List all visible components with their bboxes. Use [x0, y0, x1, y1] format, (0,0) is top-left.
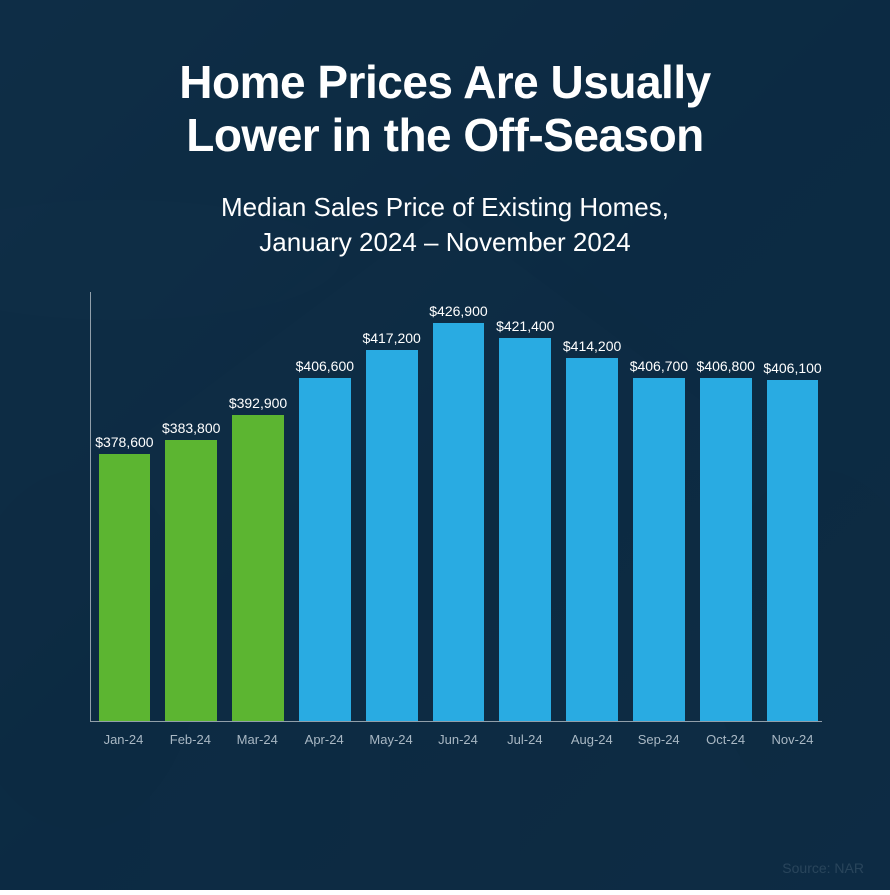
bar-value-label: $406,600	[296, 358, 354, 374]
main-title: Home Prices Are Usually Lower in the Off…	[40, 56, 850, 162]
bar-rect	[232, 415, 284, 721]
bar-slot: $406,700	[630, 292, 689, 721]
bar-value-label: $406,100	[763, 360, 821, 376]
bar-value-label: $417,200	[362, 330, 420, 346]
bar-slot: $383,800	[162, 292, 221, 721]
x-axis-label: Oct-24	[696, 732, 755, 747]
x-axis-label: Jul-24	[495, 732, 554, 747]
bars-row: $378,600 $383,800 $392,900 $406,600 $417,200…	[90, 292, 822, 722]
bar-value-label: $378,600	[95, 434, 153, 450]
x-axis-label: Sep-24	[629, 732, 688, 747]
bar-rect	[566, 358, 618, 721]
bar-rect	[433, 323, 485, 721]
bar-slot: $406,800	[696, 292, 755, 721]
bar-rect	[767, 380, 819, 721]
bar-slot: $392,900	[229, 292, 288, 721]
x-axis-label: Jun-24	[429, 732, 488, 747]
bar-slot: $406,600	[295, 292, 354, 721]
bar-slot: $421,400	[496, 292, 555, 721]
bar-value-label: $406,700	[630, 358, 688, 374]
x-axis-label: Feb-24	[161, 732, 220, 747]
x-axis-label: Nov-24	[763, 732, 822, 747]
subtitle: Median Sales Price of Existing Homes, Ja…	[40, 190, 850, 260]
bar-chart: $378,600 $383,800 $392,900 $406,600 $417,200…	[40, 292, 850, 870]
bar-slot: $426,900	[429, 292, 488, 721]
bar-slot: $406,100	[763, 292, 822, 721]
bar-value-label: $406,800	[697, 358, 755, 374]
bar-rect	[299, 378, 351, 721]
bar-slot: $417,200	[362, 292, 421, 721]
bar-value-label: $414,200	[563, 338, 621, 354]
bar-rect	[366, 350, 418, 721]
bar-rect	[499, 338, 551, 721]
bar-slot: $378,600	[95, 292, 154, 721]
title-line-2: Lower in the Off-Season	[186, 109, 704, 161]
title-line-1: Home Prices Are Usually	[179, 56, 710, 108]
x-axis-label: Aug-24	[562, 732, 621, 747]
bar-slot: $414,200	[563, 292, 622, 721]
bar-value-label: $421,400	[496, 318, 554, 334]
bar-rect	[700, 378, 752, 721]
bar-value-label: $383,800	[162, 420, 220, 436]
bar-value-label: $392,900	[229, 395, 287, 411]
x-axis-label: May-24	[362, 732, 421, 747]
subtitle-line-2: January 2024 – November 2024	[259, 227, 630, 257]
x-axis-label: Mar-24	[228, 732, 287, 747]
x-axis-labels: Jan-24 Feb-24 Mar-24 Apr-24 May-24 Jun-24 Jul-…	[90, 732, 822, 747]
content-container: Home Prices Are Usually Lower in the Off…	[0, 0, 890, 890]
subtitle-line-1: Median Sales Price of Existing Homes,	[221, 192, 669, 222]
bar-rect	[165, 440, 217, 721]
x-axis-label: Jan-24	[94, 732, 153, 747]
x-axis-label: Apr-24	[295, 732, 354, 747]
bar-rect	[633, 378, 685, 721]
bar-rect	[99, 454, 151, 721]
bar-value-label: $426,900	[429, 303, 487, 319]
